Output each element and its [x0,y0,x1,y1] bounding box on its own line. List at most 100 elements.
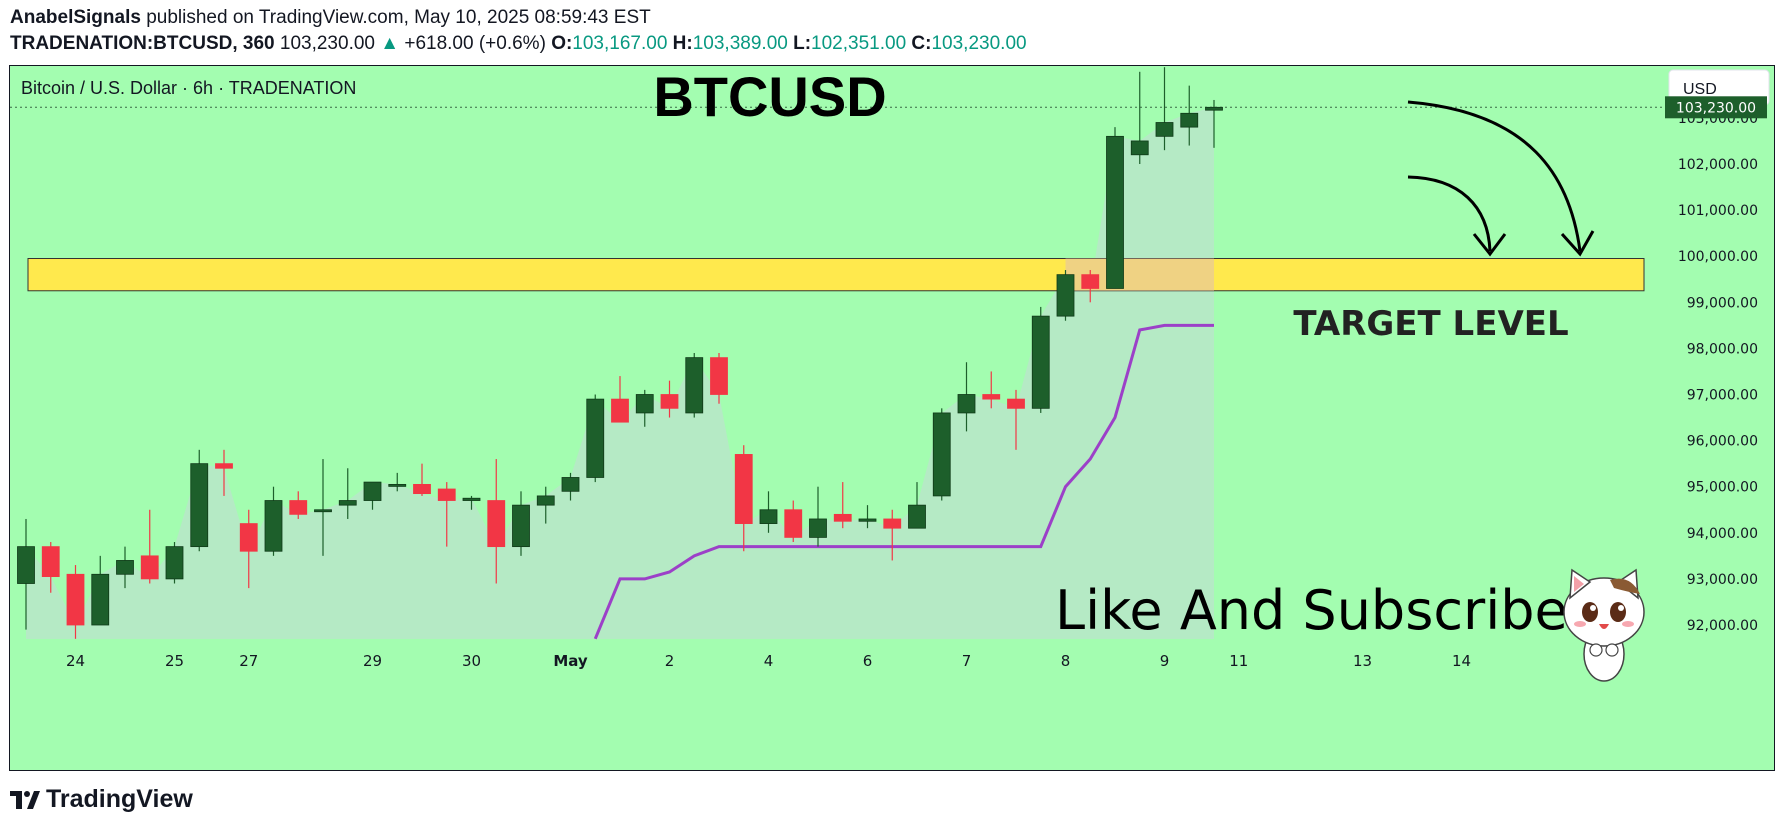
candle-body [759,509,778,524]
target-zone [27,258,1645,292]
candle [883,509,902,561]
candles-layer [17,67,1223,639]
y-tick-label: 98,000.00 [1687,341,1758,357]
candle [1180,85,1199,146]
candle-body [512,504,530,548]
candle-body [190,463,209,548]
candle [314,459,332,556]
x-tick-label: 27 [239,652,258,670]
tradingview-logo[interactable]: TradingView [10,785,193,814]
candle [1031,306,1050,413]
candle [91,555,110,626]
x-tick-label: 14 [1452,652,1471,670]
x-tick-label: 6 [863,652,873,670]
y-tick-label: 95,000.00 [1687,480,1758,496]
high-value: 103,389.00 [692,33,788,54]
y-tick-label: 94,000.00 [1687,526,1758,542]
candle [338,468,357,519]
candle-body [487,500,506,548]
author-name[interactable]: AnabelSignals [10,7,141,28]
candle-body [239,523,258,552]
candle [41,542,60,593]
candle-body [437,488,456,501]
candle [908,482,926,529]
candle [957,362,976,432]
arrow-head-long [1560,230,1595,257]
price-change: +618.00 (+0.6%) [404,33,546,54]
candle-body [710,357,728,395]
candle-body [635,394,654,414]
y-tick-label: 93,000.00 [1687,572,1758,588]
candle [437,482,456,547]
currency-button[interactable]: USD [1668,69,1770,106]
candle-body [91,573,110,626]
candle-body [17,546,35,584]
candle [611,376,629,423]
candle-body [1056,274,1075,317]
x-axis: 24 25 27 29 30 May 2 4 6 7 8 9 11 13 14 [66,652,1471,670]
candle-body [116,560,134,575]
candle-body [1155,122,1174,137]
x-tick-label: 11 [1229,652,1248,670]
candle [388,472,407,492]
candle [536,486,555,524]
candle-body [908,504,926,529]
candle-body [41,546,60,577]
high-label: H: [672,33,693,54]
cat-mascot-icon [1563,568,1645,682]
like-subscribe-text: Like And Subscribe [1055,579,1568,642]
candle-body [165,546,184,580]
candle [190,449,209,552]
low-label: L: [793,33,812,54]
candle [710,353,728,404]
publish-info: AnabelSignals published on TradingView.c… [10,7,651,29]
up-triangle-icon: ▲ [380,33,400,54]
tradingview-brand: TradingView [46,785,193,813]
candle-body [611,398,629,423]
candle-body [338,500,357,506]
x-tick-label: 29 [363,652,382,670]
candle-body [314,509,332,513]
candle-body [1031,315,1050,409]
candle [734,445,753,552]
candle-body [363,481,382,501]
candle-body [809,518,827,538]
candle [289,491,308,519]
candle [1155,67,1174,151]
y-tick-label: 99,000.00 [1687,295,1758,311]
candle-body [140,555,159,580]
candle-body [66,573,85,626]
candle [1130,71,1149,164]
candle-body [413,483,431,495]
open-label: O: [551,33,573,54]
candle [586,394,605,483]
x-tick-label: 25 [165,652,184,670]
candle-body [883,518,902,529]
y-tick-label: 100,000.00 [1678,249,1758,265]
last-price-tag: 103,230.00 [1665,96,1767,119]
target-level-label: TARGET LEVEL [1293,304,1568,344]
candle-body [957,394,976,414]
candle-body [215,463,233,469]
tradingview-logo-icon [10,790,40,809]
candle [635,389,654,427]
candle-body [858,518,877,522]
candle [264,486,283,556]
candle [17,518,35,630]
last-price: 103,230.00 [279,33,375,54]
candle [932,408,951,501]
price-chart[interactable]: 92,000.00 93,000.00 94,000.00 95,000.00 96,0… [10,66,1775,771]
chart-panel[interactable]: 92,000.00 93,000.00 94,000.00 95,000.00 96,0… [9,65,1775,771]
candle-body [932,412,951,497]
candle [487,459,506,584]
y-tick-label: 96,000.00 [1687,434,1758,450]
y-tick-label: 92,000.00 [1687,618,1758,634]
candle-body [660,394,679,409]
candle [858,505,877,529]
candle-body [1130,140,1149,156]
candle-body [1081,274,1100,289]
open-value: 103,167.00 [572,33,668,54]
candle-body [388,483,407,487]
x-tick-label: 8 [1061,652,1071,670]
last-price-tag-label: 103,230.00 [1676,100,1756,116]
